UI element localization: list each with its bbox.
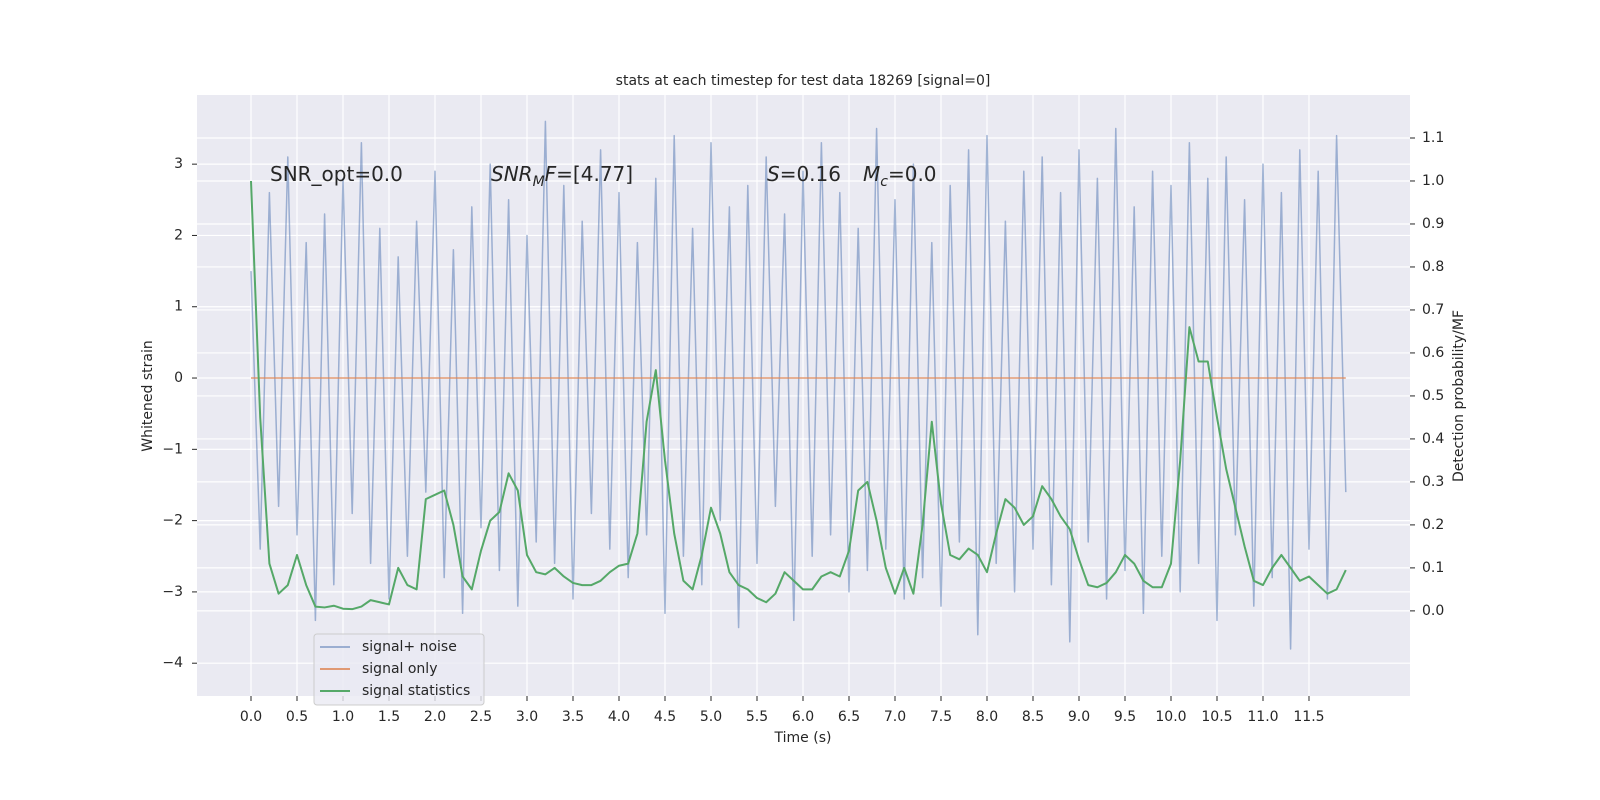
y2-tick-label: 0.3 (1422, 474, 1444, 490)
x-tick-label: 4.5 (654, 709, 676, 725)
x-tick-label: 5.5 (746, 709, 768, 725)
x-tick-label: 4.0 (608, 709, 630, 725)
annotation-part: =0.16 (780, 162, 841, 186)
y2-tick-label: 0.1 (1422, 560, 1444, 576)
legend-box (313, 633, 485, 706)
annotation-part: =0.0 (888, 162, 937, 186)
y-tick-label: −1 (162, 441, 183, 457)
y2-tick-label: 1.1 (1422, 130, 1444, 146)
y2-tick-label: 0.7 (1422, 302, 1444, 318)
x-tick-label: 10.5 (1201, 709, 1232, 725)
annotation-part: F (545, 162, 557, 186)
series-line (250, 120, 1347, 650)
marks (250, 120, 1347, 650)
y2-tick-label: 0.0 (1422, 603, 1444, 619)
x-tick-label: 0.0 (240, 709, 262, 725)
annotation: SNR_opt=0.0 (270, 162, 403, 186)
y2-tick-label: 1.0 (1422, 173, 1444, 189)
x-tick-label: 11.5 (1293, 709, 1324, 725)
y2-tick-label: 0.4 (1422, 431, 1444, 447)
x-tick-label: 5.0 (700, 709, 722, 725)
x-tick-label: 7.0 (884, 709, 906, 725)
labels: 0.0 0.5 1.0 1.5 2.0 2.5 3.0 3.5 4.0 4.5 5.0 5.5 6.0 6… (162, 130, 1444, 725)
x-tick-label: 7.5 (930, 709, 952, 725)
x-tick-label: 1.5 (378, 709, 400, 725)
x-tick-label: 6.5 (838, 709, 860, 725)
annotation-part: SNR (491, 162, 533, 186)
y2-tick-label: 0.8 (1422, 259, 1444, 275)
y-axis-label: Whitened strain (140, 340, 156, 451)
y-tick-label: 0 (174, 370, 183, 386)
x-tick-label: 10.0 (1155, 709, 1186, 725)
x-tick-label: 2.0 (424, 709, 446, 725)
y-tick-label: −3 (162, 584, 183, 600)
y2-tick-label: 0.9 (1422, 216, 1444, 232)
x-tick-label: 11.0 (1247, 709, 1278, 725)
y-tick-label: −2 (162, 513, 183, 529)
x-tick-label: 8.0 (976, 709, 998, 725)
y-tick-label: −4 (162, 655, 183, 671)
y-tick-label: 2 (174, 227, 183, 243)
x-tick-label: 3.5 (562, 709, 584, 725)
x-tick-label: 0.5 (286, 709, 308, 725)
x-tick-label: 1.0 (332, 709, 354, 725)
annotation-part: c (880, 174, 888, 190)
y2-tick-label: 0.5 (1422, 388, 1444, 404)
x-tick-label: 9.0 (1068, 709, 1090, 725)
x-tick-label: 6.0 (792, 709, 814, 725)
y-tick-label: 1 (174, 299, 183, 315)
y-tick-label: 3 (174, 156, 183, 172)
legend-label: signal only (362, 661, 437, 677)
x-axis-label: Time (s) (774, 730, 832, 746)
y2-tick-label: 0.2 (1422, 517, 1444, 533)
y2-tick-label: 0.6 (1422, 345, 1444, 361)
x-tick-label: 9.5 (1114, 709, 1136, 725)
legend-label: signal+ noise (362, 639, 457, 655)
annotation: SNRMF=[4.77] (491, 162, 633, 190)
series-line (250, 180, 1347, 611)
annotation-part: SNR_opt=0.0 (270, 162, 403, 186)
annotation-part: =[4.77] (556, 162, 633, 186)
annotation: S=0.16 Mc=0.0 (767, 162, 937, 190)
annotation-part: S (767, 162, 780, 186)
x-tick-label: 2.5 (470, 709, 492, 725)
y2-axis-label: Detection probability/MF (1451, 310, 1467, 482)
x-tick-label: 8.5 (1022, 709, 1044, 725)
legend-label: signal statistics (362, 683, 470, 699)
chart-title: stats at each timestep for test data 182… (616, 73, 991, 89)
annotation-part: M (863, 162, 880, 186)
annotation-part: M (533, 174, 545, 190)
x-tick-label: 3.0 (516, 709, 538, 725)
